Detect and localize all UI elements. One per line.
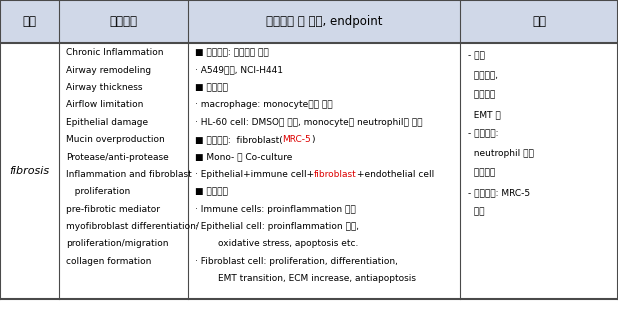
Text: ■ 기타세포:  fibroblast(: ■ 기타세포: fibroblast( [195,135,282,144]
Text: · A549세포, NCI-H441: · A549세포, NCI-H441 [195,66,282,75]
Text: 특성: 특성 [532,15,546,28]
Text: · Fibroblast cell: proliferation, differentiation,: · Fibroblast cell: proliferation, differ… [195,257,397,266]
Text: EMT transition, ECM increase, antiapoptosis: EMT transition, ECM increase, antiapopto… [195,274,416,283]
Text: Epithelial damage: Epithelial damage [66,118,148,127]
Text: Inflammation and fibroblast: Inflammation and fibroblast [66,170,192,179]
Text: collagen formation: collagen formation [66,257,151,266]
Text: Airway remodeling: Airway remodeling [66,66,151,75]
Text: - 면역세포:: - 면역세포: [468,130,498,139]
Text: neutrophil 단독: neutrophil 단독 [468,149,534,158]
Text: · Epithelial+immune cell+: · Epithelial+immune cell+ [195,170,314,179]
Text: Mucin overproduction: Mucin overproduction [66,135,165,144]
Text: ■ 관련마커: ■ 관련마커 [195,187,227,196]
Text: 세포독성: 세포독성 [468,91,495,100]
Text: pre-fibrotic mediator: pre-fibrotic mediator [66,205,160,214]
Text: 만성염증,: 만성염증, [468,71,498,80]
Text: 질환: 질환 [22,15,36,28]
Text: proliferation/migration: proliferation/migration [66,239,169,248]
Text: 분화확인: 분화확인 [468,169,495,178]
Text: 활용: 활용 [468,208,485,217]
Text: MRC-5: MRC-5 [282,135,311,144]
Text: - 폐포: - 폐포 [468,51,485,60]
Text: · macrophage: monocyte에서 분화: · macrophage: monocyte에서 분화 [195,100,332,109]
Bar [0,0,618,43]
Text: ): ) [311,135,315,144]
Text: fibroblast: fibroblast [314,170,357,179]
Text: ■ 면역세포: ■ 면역세포 [195,83,227,92]
Text: · Epithelial cell: proinflammation 작용,: · Epithelial cell: proinflammation 작용, [195,222,358,231]
Bar [0,43,618,299]
Text: oxidative stress, apoptosis etc.: oxidative stress, apoptosis etc. [195,239,358,248]
Text: 공통특징: 공통특징 [109,15,138,28]
Text: - 기타세포: MRC-5: - 기타세포: MRC-5 [468,188,530,197]
Text: · HL-60 cell: DMSO로 분화, monocyte와 neutrophil로 분화: · HL-60 cell: DMSO로 분화, monocyte와 neutro… [195,118,422,127]
Text: proliferation: proliferation [66,187,130,196]
Text: 세포구성 및 설계, endpoint: 세포구성 및 설계, endpoint [266,15,383,28]
Text: · Immune cells: proinflammation 작용: · Immune cells: proinflammation 작용 [195,205,355,214]
Text: Airway thickness: Airway thickness [66,83,143,92]
Text: EMT 등: EMT 등 [468,110,501,119]
Text: Airflow limitation: Airflow limitation [66,100,143,109]
Text: Chronic Inflammation: Chronic Inflammation [66,48,164,57]
Text: +endothelial cell: +endothelial cell [357,170,434,179]
Text: ■ 폐포부분: 세포독성 관련: ■ 폐포부분: 세포독성 관련 [195,48,268,57]
Text: fibrosis: fibrosis [9,166,49,176]
Text: Protease/anti-protease: Protease/anti-protease [66,153,169,162]
Text: ■ Mono- 및 Co-culture: ■ Mono- 및 Co-culture [195,153,292,162]
Text: myofibroblast differentiation/: myofibroblast differentiation/ [66,222,199,231]
